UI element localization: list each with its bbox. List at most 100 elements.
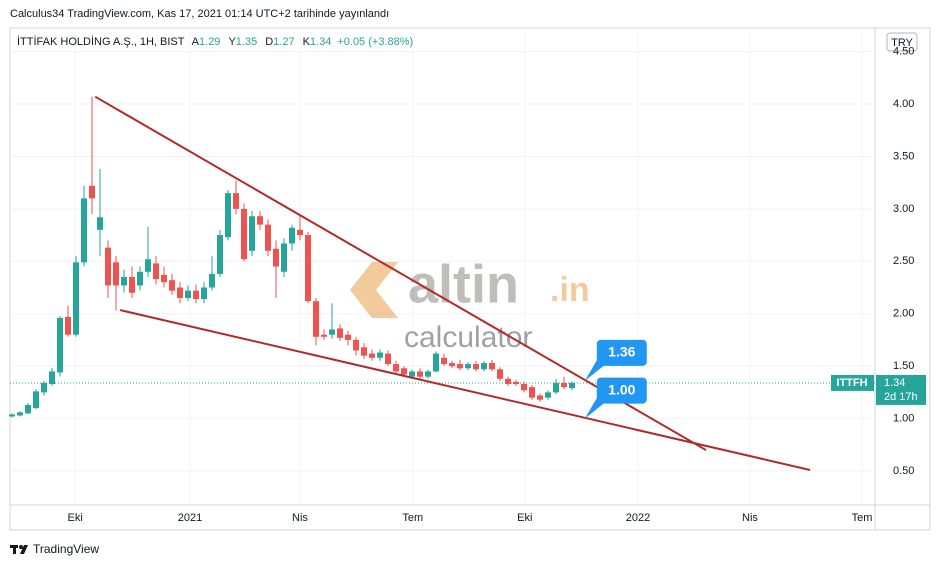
candle-body xyxy=(129,277,135,293)
symbol-tag xyxy=(831,374,874,391)
candle-body xyxy=(49,371,55,384)
candle-body xyxy=(521,383,527,391)
legend-item: K xyxy=(303,36,311,48)
candle-body xyxy=(33,391,39,409)
candle-body xyxy=(289,227,295,244)
legend: İTTİFAK HOLDİNG A.Ş., 1H, BIST A1.29 Y1.35… xyxy=(17,35,413,48)
candle-body xyxy=(465,364,471,369)
watermark-logo xyxy=(350,262,398,318)
legend-item: İTTİFAK HOLDİNG A.Ş., 1H, BIST xyxy=(17,35,185,48)
candle-body xyxy=(161,274,167,283)
y-tick-label: 4.50 xyxy=(893,45,914,57)
candle-body xyxy=(345,334,351,340)
watermark-domain: .in xyxy=(550,271,590,309)
candle-body xyxy=(281,243,287,272)
candle-body xyxy=(297,229,303,236)
candle-body xyxy=(361,347,367,356)
footer-logo xyxy=(10,545,28,554)
x-tick-label: Eki xyxy=(68,512,83,524)
legend-item: D xyxy=(265,36,273,48)
legend-item: Y xyxy=(228,36,236,48)
x-tick-label: Nis xyxy=(742,512,758,524)
candle-body xyxy=(497,369,503,379)
price-label: 1.34 xyxy=(884,377,905,389)
y-tick-label: 1.00 xyxy=(893,413,914,425)
candle-body xyxy=(97,217,103,230)
candle-body xyxy=(449,363,455,367)
y-tick-label: 3.00 xyxy=(893,203,914,215)
candle-body xyxy=(121,277,127,286)
candle-body xyxy=(433,353,439,372)
x-tick-label: Tem xyxy=(402,512,423,524)
grid xyxy=(10,28,875,505)
trend-line xyxy=(119,309,811,471)
candle-body xyxy=(489,363,495,370)
candle-body xyxy=(57,317,63,373)
candle-body xyxy=(561,382,567,388)
candle-body xyxy=(185,290,191,299)
candle-body xyxy=(321,334,327,337)
candle-body xyxy=(505,378,511,384)
candle-body xyxy=(177,287,183,299)
watermark-brand: altin xyxy=(408,254,519,314)
legend-item: 1.29 xyxy=(199,36,220,48)
x-tick-label: Nis xyxy=(292,512,308,524)
footer: TradingView xyxy=(33,542,99,556)
y-tick-label: 1.50 xyxy=(893,360,914,372)
candle-body xyxy=(457,364,463,369)
candle-body xyxy=(41,382,47,393)
candle-body xyxy=(409,371,415,377)
candle-body xyxy=(193,290,199,300)
candle-body xyxy=(17,412,23,416)
candle-body xyxy=(257,216,263,225)
candle-body xyxy=(353,339,359,351)
candle-body xyxy=(225,193,231,238)
legend-item: 1.35 xyxy=(236,36,257,48)
candle-body xyxy=(169,280,175,291)
candle-body xyxy=(417,371,423,377)
candle-body xyxy=(25,404,31,414)
candle-body xyxy=(473,364,479,370)
candle-body xyxy=(273,248,279,267)
y-tick-label: 2.00 xyxy=(893,308,914,320)
y-tick-label: 4.00 xyxy=(893,98,914,110)
y-tick-label: 3.50 xyxy=(893,150,914,162)
candle-body xyxy=(441,357,447,365)
candle-body xyxy=(153,263,159,280)
candle-body xyxy=(337,328,343,338)
currency-box xyxy=(886,32,918,52)
x-tick-label: Eki xyxy=(517,512,532,524)
currency: TRY xyxy=(891,37,913,49)
x-tick-label: 2021 xyxy=(178,512,202,524)
candle-body xyxy=(569,382,575,389)
candle-body xyxy=(265,224,271,251)
candle-body xyxy=(513,381,519,384)
x-tick-label: Tem xyxy=(852,512,873,524)
candle-body xyxy=(241,208,247,260)
candle-body xyxy=(529,387,535,398)
candle-body xyxy=(313,301,319,337)
callout-box xyxy=(596,377,647,404)
candle-body xyxy=(481,363,487,370)
candle-body xyxy=(369,353,375,358)
candle-body xyxy=(137,271,143,286)
callout-label: 1.36 xyxy=(608,344,635,360)
candle-body xyxy=(65,316,71,335)
legend-item: +0.05 (+3.88%) xyxy=(337,36,413,48)
countdown-label: 2d 17h xyxy=(884,391,918,403)
candle-body xyxy=(89,185,95,199)
candle-body xyxy=(545,392,551,398)
candle-body xyxy=(329,329,335,335)
legend-item: A xyxy=(192,36,200,48)
candle-body xyxy=(385,353,391,365)
candle-body xyxy=(537,395,543,400)
legend-item: 1.27 xyxy=(273,36,294,48)
candle-body xyxy=(425,371,431,377)
candle-body xyxy=(233,193,239,209)
candle-body xyxy=(9,414,15,417)
callout-box xyxy=(596,339,647,366)
legend-item: 1.34 xyxy=(310,36,331,48)
candle-body xyxy=(377,352,383,358)
symbol-label: ITTFH xyxy=(836,377,867,389)
